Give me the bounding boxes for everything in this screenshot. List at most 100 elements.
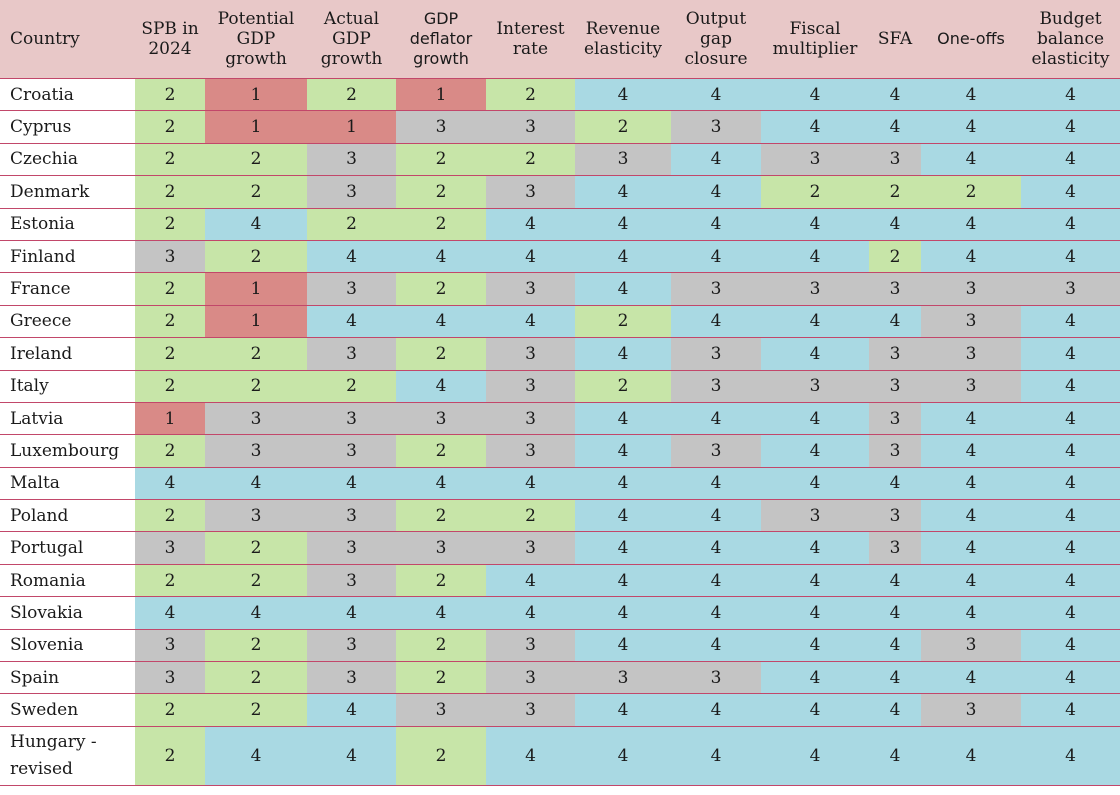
risk-score-cell: 2 [575,110,671,144]
country-cell: Romania [0,564,135,598]
risk-score-cell: 3 [869,531,921,565]
risk-score-cell: 4 [575,564,671,598]
risk-score-cell: 1 [135,402,205,436]
risk-score-cell: 4 [671,78,761,112]
risk-score-cell: 3 [869,402,921,436]
risk-score-cell: 2 [396,499,486,533]
risk-score-cell: 2 [486,78,575,112]
table-row: Estonia 2 4 2 2 4 4 4 4 4 4 4 [0,208,1120,241]
risk-score-cell: 2 [205,564,307,598]
risk-score-cell: 4 [761,110,869,144]
risk-score-cell: 4 [575,693,671,727]
risk-score-cell: 4 [869,693,921,727]
risk-score-cell: 3 [486,272,575,306]
risk-score-cell: 2 [205,629,307,663]
risk-score-cell: 3 [486,434,575,468]
risk-score-cell: 4 [575,272,671,306]
risk-score-cell: 3 [486,661,575,695]
risk-score-cell: 4 [869,726,921,786]
risk-score-cell: 4 [575,337,671,371]
header-potential-gdp-growth: Potential GDP growth [205,0,307,79]
risk-score-cell: 4 [1021,240,1120,274]
risk-score-cell: 3 [307,175,396,209]
risk-score-cell: 3 [205,434,307,468]
risk-score-cell: 4 [486,240,575,274]
risk-score-cell: 3 [1021,272,1120,306]
risk-score-cell: 4 [671,402,761,436]
risk-score-cell: 4 [135,467,205,501]
risk-score-cell: 3 [761,499,869,533]
risk-score-cell: 4 [921,499,1021,533]
risk-score-cell: 4 [671,693,761,727]
risk-score-cell: 4 [921,726,1021,786]
risk-score-cell: 4 [575,208,671,241]
risk-score-cell: 2 [396,629,486,663]
risk-score-cell: 4 [1021,661,1120,695]
country-cell: Sweden [0,693,135,727]
risk-score-cell: 4 [575,434,671,468]
risk-score-cell: 3 [307,402,396,436]
risk-score-cell: 4 [921,208,1021,241]
risk-score-cell: 4 [486,596,575,630]
risk-score-cell: 2 [205,240,307,274]
risk-score-cell: 3 [671,370,761,403]
risk-score-cell: 2 [205,337,307,371]
risk-score-cell: 4 [307,467,396,501]
risk-score-cell: 3 [869,434,921,468]
risk-score-cell: 2 [135,110,205,144]
table-body: Croatia 2 1 2 1 2 4 4 4 4 4 4 Cyprus 2 1 1 3 3 2 3 4 4 4 4 Czech… [0,78,1120,786]
risk-score-cell: 3 [486,175,575,209]
risk-score-cell: 4 [869,629,921,663]
header-sfa: SFA [869,0,921,79]
risk-score-cell: 4 [761,531,869,565]
risk-score-cell: 3 [671,272,761,306]
risk-score-cell: 4 [869,661,921,695]
table-row: Italy 2 2 2 4 3 2 3 3 3 3 4 [0,370,1120,403]
risk-score-cell: 3 [205,499,307,533]
risk-score-cell: 4 [921,143,1021,177]
header-country: Country [0,0,135,79]
risk-score-cell: 3 [921,337,1021,371]
country-cell: Denmark [0,175,135,209]
table-header: Country SPB in 2024 Potential GDP growth… [0,0,1120,79]
country-cell: Portugal [0,531,135,565]
risk-score-cell: 2 [135,78,205,112]
risk-score-cell: 4 [307,596,396,630]
risk-score-cell: 4 [486,467,575,501]
risk-score-cell: 4 [396,467,486,501]
risk-score-cell: 4 [921,467,1021,501]
risk-score-cell: 3 [307,531,396,565]
risk-score-cell: 1 [205,272,307,306]
country-cell: Greece [0,305,135,339]
risk-score-cell: 3 [671,661,761,695]
risk-score-cell: 4 [761,78,869,112]
risk-score-cell: 2 [761,175,869,209]
risk-score-cell: 4 [921,531,1021,565]
risk-score-cell: 2 [486,143,575,177]
risk-score-cell: 4 [396,305,486,339]
table-row: Poland 2 3 3 2 2 4 4 3 3 4 4 [0,499,1120,533]
risk-score-cell: 4 [671,531,761,565]
risk-score-cell: 4 [575,726,671,786]
country-cell: Luxembourg [0,434,135,468]
risk-score-cell: 4 [1021,337,1120,371]
risk-score-cell: 2 [396,143,486,177]
risk-score-cell: 4 [575,402,671,436]
table-row: Croatia 2 1 2 1 2 4 4 4 4 4 4 [0,78,1120,112]
header-gdp-deflator-growth: GDP deflator growth [396,0,486,79]
risk-score-cell: 2 [396,564,486,598]
header-spb-2024: SPB in 2024 [135,0,205,79]
risk-score-cell: 2 [205,143,307,177]
risk-score-cell: 3 [307,499,396,533]
risk-score-cell: 4 [671,208,761,241]
risk-score-cell: 4 [307,240,396,274]
risk-score-cell: 4 [671,240,761,274]
risk-score-cell: 1 [205,110,307,144]
table-row: Portugal 3 2 3 3 3 4 4 4 3 4 4 [0,531,1120,565]
risk-score-cell: 3 [761,370,869,403]
risk-score-cell: 4 [1021,305,1120,339]
risk-score-cell: 4 [671,564,761,598]
table-row: Malta 4 4 4 4 4 4 4 4 4 4 4 [0,467,1120,501]
risk-score-cell: 3 [486,629,575,663]
risk-score-cell: 3 [135,531,205,565]
